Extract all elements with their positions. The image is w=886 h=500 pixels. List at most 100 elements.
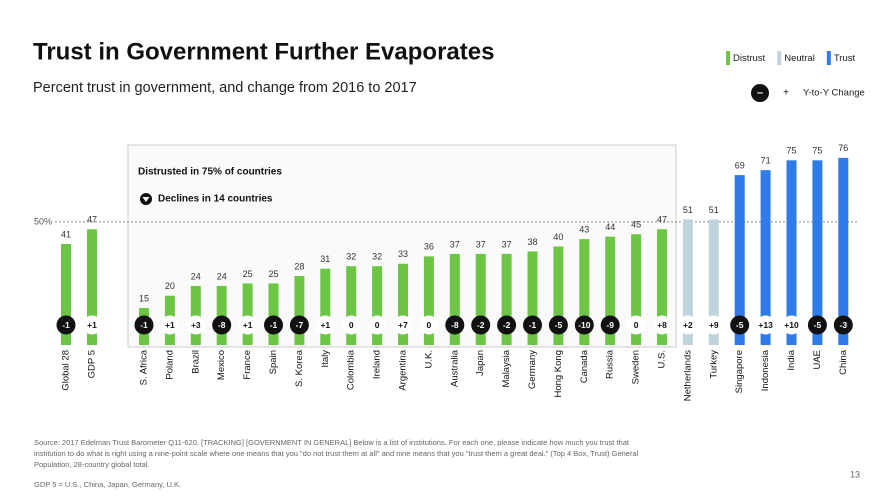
bar xyxy=(501,253,512,345)
change-badge xyxy=(186,315,206,335)
bar xyxy=(812,160,823,345)
change-label: +1 xyxy=(320,320,330,330)
change-label: +7 xyxy=(398,320,408,330)
bar xyxy=(242,283,253,345)
change-badge xyxy=(678,315,698,335)
change-badge xyxy=(574,315,594,335)
change-badge xyxy=(315,315,335,335)
change-badge xyxy=(264,315,283,335)
change-label: -8 xyxy=(451,320,459,330)
x-tick-label: Ireland xyxy=(372,350,383,379)
change-label: -2 xyxy=(503,320,511,330)
change-badge xyxy=(160,315,180,335)
change-badge xyxy=(652,315,672,335)
value-label: 76 xyxy=(838,143,848,153)
change-label: +1 xyxy=(165,320,175,330)
annotation: Declines in 14 countries xyxy=(158,194,273,205)
change-label: -5 xyxy=(555,320,563,330)
bar xyxy=(838,157,849,345)
bar xyxy=(87,229,97,345)
footnote: GDP 5 = U.S., China, Japan, Germany, U.K… xyxy=(34,480,182,489)
value-label: 51 xyxy=(709,205,719,215)
value-label: 75 xyxy=(786,146,796,156)
bar xyxy=(423,256,434,345)
change-label: -2 xyxy=(477,320,485,330)
bar xyxy=(631,234,642,345)
value-label: 45 xyxy=(631,220,641,230)
chart-title: Trust in Government Further Evaporates xyxy=(33,38,494,65)
x-tick-label: Global 28 xyxy=(61,350,72,391)
change-label: -1 xyxy=(140,320,148,330)
x-tick-label: Poland xyxy=(164,350,175,380)
change-badge xyxy=(730,315,750,335)
value-label: 31 xyxy=(320,254,330,264)
change-label: -5 xyxy=(814,320,822,330)
y-tick-label: 50% xyxy=(34,216,52,226)
x-tick-label: China xyxy=(838,349,849,375)
x-tick-label: Singapore xyxy=(734,350,745,393)
x-tick-label: Italy xyxy=(320,350,331,368)
change-label: -1 xyxy=(529,320,537,330)
bar xyxy=(216,285,227,345)
legend-label: Distrust xyxy=(733,53,766,64)
value-label: 25 xyxy=(268,269,278,279)
x-tick-label: Brazil xyxy=(190,350,201,374)
change-badge xyxy=(419,315,439,335)
change-badge xyxy=(704,315,724,335)
change-badge xyxy=(212,315,232,335)
bar xyxy=(268,283,279,345)
value-label: 28 xyxy=(294,261,304,271)
value-label: 40 xyxy=(553,232,563,242)
x-tick-label: Colombia xyxy=(346,349,357,390)
change-label: -5 xyxy=(736,320,744,330)
x-tick-label: Mexico xyxy=(216,350,227,380)
value-label: 32 xyxy=(346,252,356,262)
value-label: 43 xyxy=(579,224,589,234)
change-badge xyxy=(807,315,827,335)
value-label: 33 xyxy=(398,249,408,259)
value-label: 44 xyxy=(605,222,615,232)
x-tick-label: S. Korea xyxy=(294,349,305,387)
x-tick-label: France xyxy=(242,350,253,380)
change-badge xyxy=(497,315,517,335)
value-label: 36 xyxy=(424,242,434,252)
value-label: 47 xyxy=(87,215,97,225)
change-badge xyxy=(548,315,568,335)
change-label: +2 xyxy=(683,320,693,330)
x-tick-label: Turkey xyxy=(708,350,719,379)
change-badge xyxy=(82,315,102,335)
bar xyxy=(320,268,331,345)
change-badge xyxy=(600,315,620,335)
legend-symbol: + xyxy=(783,88,789,99)
source-note: Source: 2017 Edelman Trust Barometer Q11… xyxy=(34,438,639,469)
bar xyxy=(708,219,719,345)
legend-swatch xyxy=(826,51,831,65)
change-badge xyxy=(445,315,465,335)
bar xyxy=(475,253,486,345)
change-label: -8 xyxy=(218,320,226,330)
legend-badge xyxy=(751,84,769,102)
x-tick-label: Japan xyxy=(475,350,486,376)
change-label: -7 xyxy=(296,320,304,330)
change-badge xyxy=(626,315,646,335)
change-label: +10 xyxy=(784,320,799,330)
change-label: +9 xyxy=(709,320,719,330)
value-label: 24 xyxy=(191,271,201,281)
bar xyxy=(786,160,797,345)
decline-arrow xyxy=(142,197,150,202)
bar xyxy=(190,285,201,345)
x-tick-label: Germany xyxy=(527,350,538,389)
change-label: -1 xyxy=(270,320,278,330)
x-tick-label: U.K. xyxy=(423,350,434,368)
change-label: 0 xyxy=(427,320,432,330)
bar xyxy=(605,236,616,345)
x-tick-label: U.S. xyxy=(657,350,668,368)
x-tick-label: Malaysia xyxy=(501,349,512,387)
bar xyxy=(61,244,71,345)
value-label: 75 xyxy=(812,146,822,156)
change-badge xyxy=(341,315,361,335)
value-label: 37 xyxy=(450,239,460,249)
change-badge xyxy=(833,315,853,335)
legend-label: Neutral xyxy=(784,53,815,64)
